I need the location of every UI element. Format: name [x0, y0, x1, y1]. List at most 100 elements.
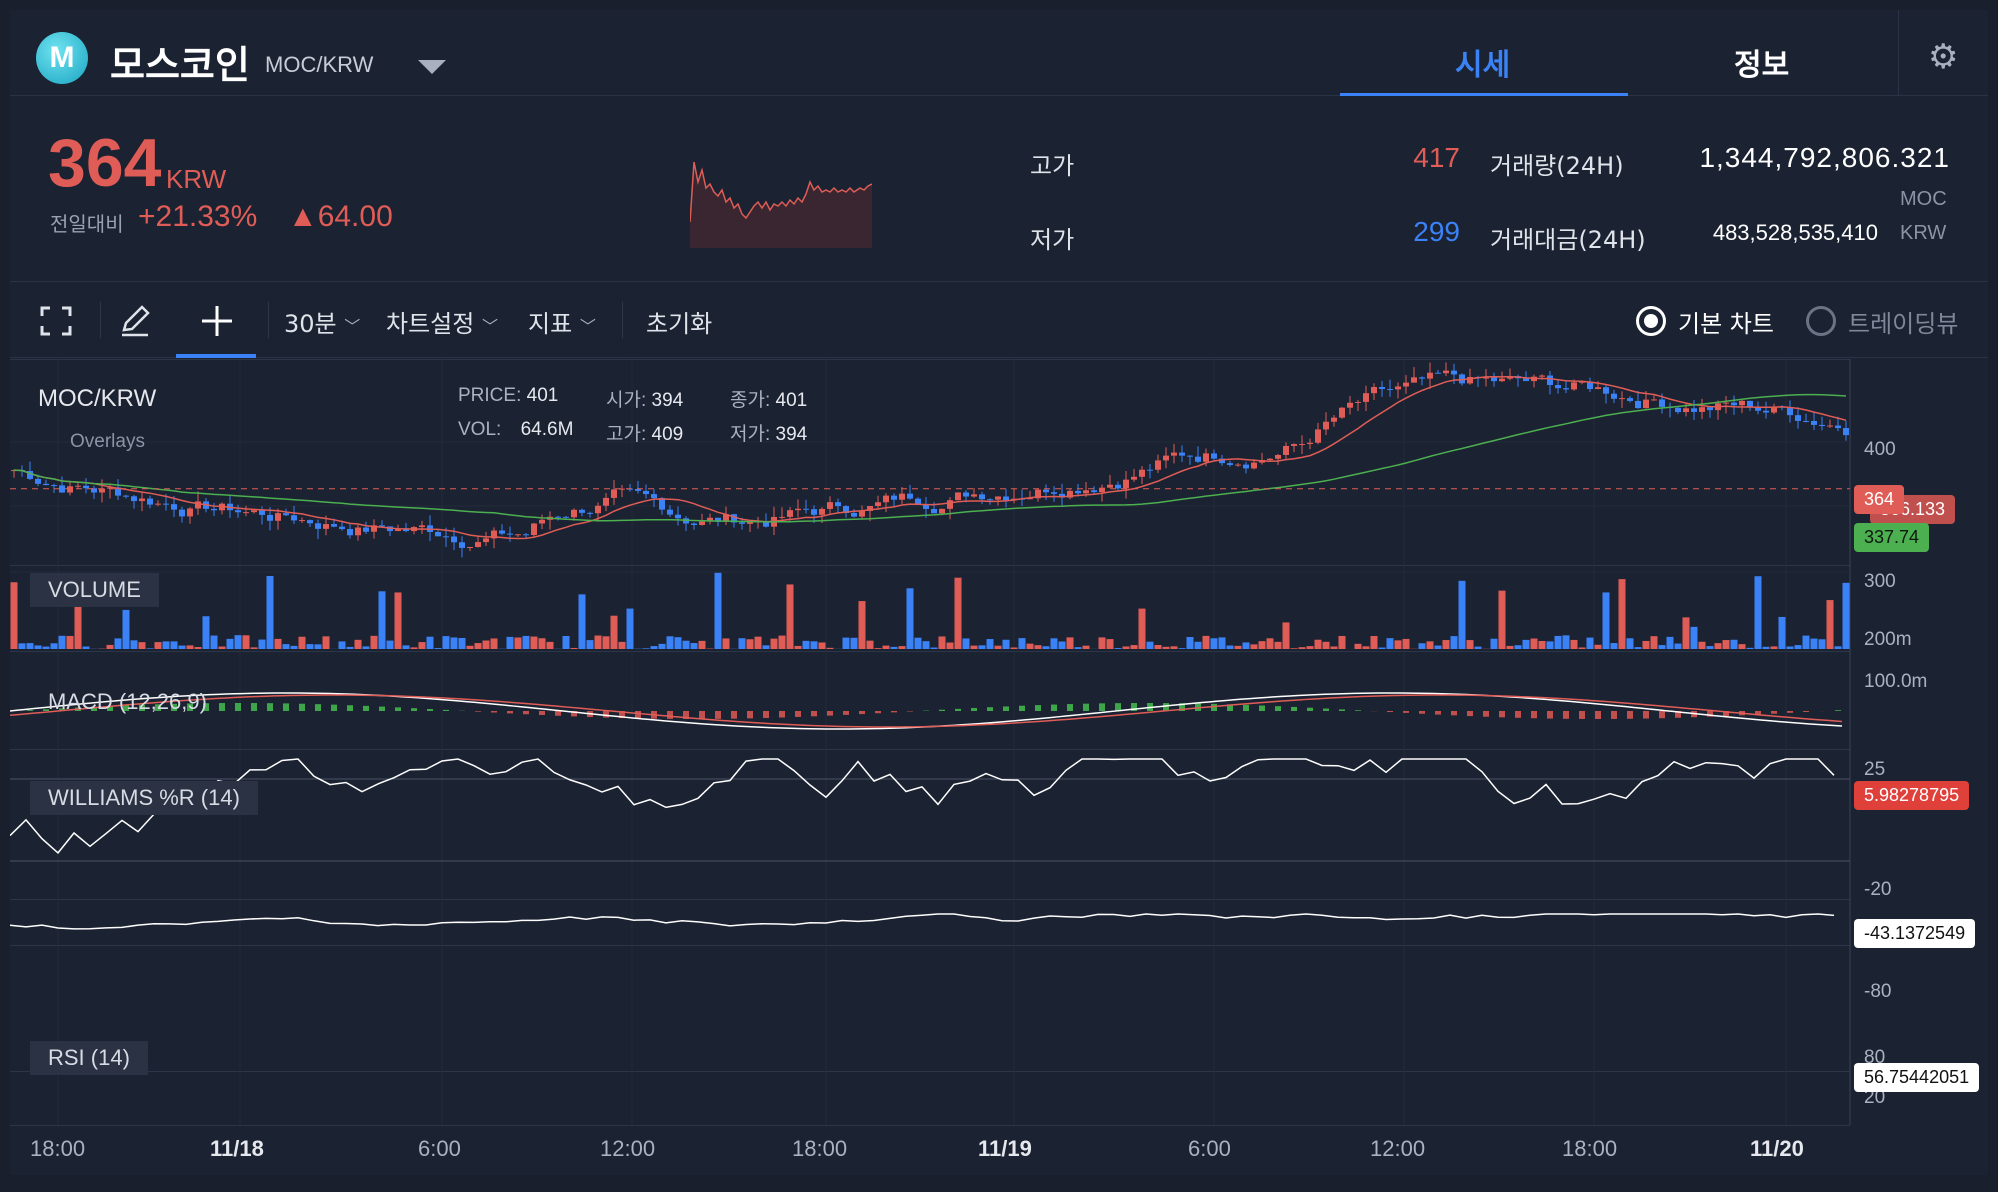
candle-body — [1059, 493, 1065, 498]
ma-red-line — [13, 375, 1847, 540]
chevron-down-icon[interactable] — [418, 60, 446, 74]
basic-chart-label[interactable]: 기본 차트 — [1678, 310, 1774, 338]
ohlc-low-label: 저가: — [730, 424, 771, 445]
low-value: 299 — [1413, 216, 1460, 247]
volume-bar — [1610, 643, 1618, 649]
current-price: 364 — [48, 125, 162, 201]
candle-body — [1171, 452, 1177, 456]
coin-pair[interactable]: MOC/KRW — [265, 52, 374, 77]
volume-bar — [1002, 639, 1010, 649]
price-chart[interactable]: MOC/KRW Overlays PRICE: 401 시가: 394 종가: … — [10, 359, 1988, 1175]
macd-tag: 5.98278795 — [1854, 781, 1970, 810]
basic-chart-radio[interactable] — [1636, 306, 1666, 336]
change-amount: ▲64.00 — [288, 200, 393, 233]
candle-body — [707, 517, 713, 522]
volume-bar — [610, 615, 618, 649]
williams-axis-20: -20 — [1864, 879, 1892, 900]
volume-bar — [1010, 647, 1018, 649]
candle-body — [1211, 453, 1217, 459]
fullscreen-icon[interactable] — [40, 306, 72, 336]
volume-bar — [74, 579, 82, 649]
candle-body — [187, 508, 193, 517]
volume-bar — [1514, 645, 1522, 649]
macd-histogram-bar — [827, 711, 833, 716]
volume-bar — [546, 641, 554, 649]
volume-bar — [514, 637, 522, 649]
volume-bar — [802, 640, 810, 649]
macd-histogram-bar — [315, 704, 321, 711]
time-label: 12:00 — [600, 1136, 656, 1161]
gear-icon[interactable]: ⚙ — [1928, 37, 1959, 77]
volume-bar — [1386, 638, 1394, 649]
tab-quote[interactable]: 시세 — [1455, 48, 1511, 83]
macd-histogram-bar — [875, 711, 881, 714]
crosshair-icon[interactable] — [200, 304, 234, 338]
volume-bar — [602, 636, 610, 649]
candle-body — [595, 505, 601, 514]
macd-histogram-bar — [1291, 706, 1297, 711]
volume-bar — [1570, 639, 1578, 649]
candle-body — [915, 498, 921, 505]
candle-body — [939, 508, 945, 514]
reset-button[interactable]: 초기화 — [646, 310, 713, 338]
volume-bar — [1786, 646, 1794, 649]
volume-bar — [586, 640, 594, 649]
candle-body — [875, 502, 881, 507]
candle-body — [1595, 387, 1601, 390]
candle-body — [467, 547, 473, 549]
macd-histogram-bar — [443, 709, 449, 711]
tab-info[interactable]: 정보 — [1734, 48, 1790, 83]
volume-bar — [1666, 636, 1674, 649]
volume-bar — [1034, 645, 1042, 649]
volume-bar — [1402, 638, 1410, 649]
volume-bar — [386, 640, 394, 649]
candle-body — [1523, 378, 1529, 382]
candle-body — [1235, 464, 1241, 466]
volume-bar — [306, 644, 314, 649]
macd-histogram-bar — [139, 704, 145, 711]
macd-histogram-bar — [1355, 710, 1361, 711]
macd-histogram-bar — [1387, 711, 1393, 713]
volume-bar — [362, 646, 370, 649]
volume-bar — [1210, 638, 1218, 649]
macd-histogram-bar — [347, 705, 353, 711]
candle-body — [27, 470, 33, 479]
volume-bar — [738, 638, 746, 649]
chart-settings-dropdown[interactable]: 차트설정 ﹀ — [386, 304, 498, 339]
candle-body — [163, 503, 169, 505]
volume-bar — [354, 639, 362, 649]
indicators-dropdown[interactable]: 지표 ﹀ — [528, 304, 596, 339]
volume-bar — [1658, 645, 1666, 649]
volume-bar — [490, 638, 498, 649]
candle-body — [1315, 429, 1321, 443]
macd-histogram-bar — [1803, 711, 1809, 712]
candle-body — [715, 517, 721, 522]
volume-bar — [626, 608, 634, 649]
change-percent: +21.33% — [138, 200, 258, 233]
interval-dropdown[interactable]: 30분 ﹀ — [284, 304, 360, 339]
volume-bar — [1154, 645, 1162, 649]
chart-canvas[interactable] — [10, 359, 1988, 1175]
overlays-label[interactable]: Overlays — [70, 431, 145, 452]
candle-body — [1635, 400, 1641, 409]
coin-name[interactable]: 모스코인 — [110, 43, 250, 87]
candle-body — [307, 520, 313, 524]
volume-bar — [1066, 637, 1074, 649]
candle-body — [171, 504, 177, 510]
volume-bar — [914, 637, 922, 649]
candle-body — [1219, 458, 1225, 464]
tradingview-label[interactable]: 트레이딩뷰 — [1848, 310, 1959, 338]
pencil-icon[interactable] — [118, 304, 152, 338]
candle-body — [1131, 476, 1137, 480]
candle-body — [931, 508, 937, 514]
candle-body — [1587, 381, 1593, 390]
tradingview-radio[interactable] — [1806, 306, 1836, 336]
candle-body — [955, 492, 961, 501]
candle-body — [1395, 386, 1401, 390]
volume-bar — [778, 635, 786, 649]
candle-body — [339, 526, 345, 529]
candle-body — [1555, 385, 1561, 389]
candle-body — [107, 487, 113, 489]
candle-body — [1339, 407, 1345, 418]
ohlc-volume: VOL: 64.6M — [458, 419, 573, 441]
